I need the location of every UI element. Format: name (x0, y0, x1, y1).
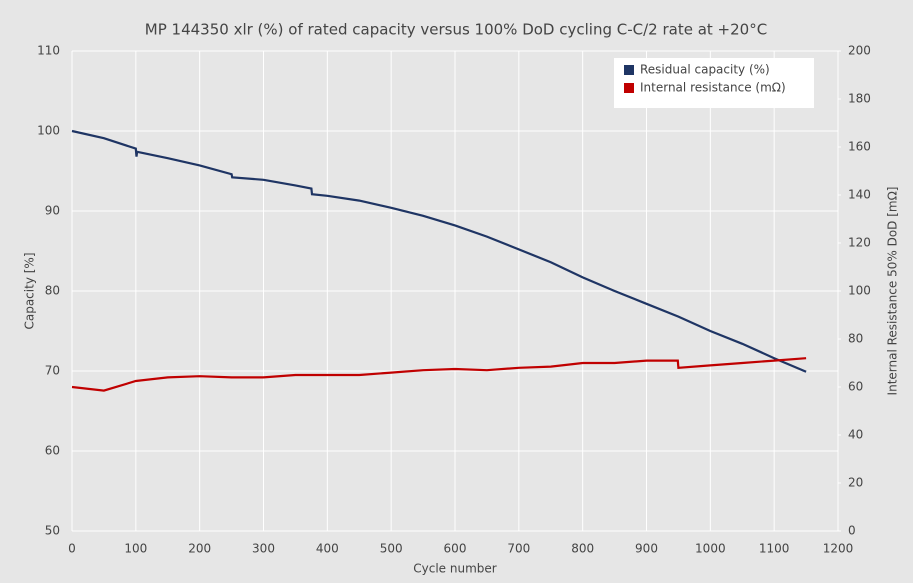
x-tick-label: 400 (316, 542, 339, 556)
y-tick-label: 80 (45, 284, 60, 298)
legend-label: Residual capacity (%) (640, 63, 770, 77)
x-tick-label: 700 (507, 542, 530, 556)
y-tick-label: 110 (37, 44, 60, 58)
legend-swatch (624, 83, 634, 93)
x-axis-label: Cycle number (413, 562, 497, 576)
x-tick-label: 800 (571, 542, 594, 556)
y-tick-label: 90 (45, 204, 60, 218)
y2-tick-label: 160 (848, 140, 871, 154)
y2-tick-label: 100 (848, 284, 871, 298)
chart-title: MP 144350 xlr (%) of rated capacity vers… (145, 21, 767, 39)
x-tick-label: 900 (635, 542, 658, 556)
y-tick-label: 60 (45, 444, 60, 458)
y-axis-label: Capacity [%] (23, 252, 37, 329)
legend-label: Internal resistance (mΩ) (640, 81, 786, 95)
legend-box (614, 58, 814, 108)
y2-tick-label: 200 (848, 44, 871, 58)
y2-tick-label: 140 (848, 188, 871, 202)
x-tick-label: 600 (444, 542, 467, 556)
y-tick-label: 50 (45, 524, 60, 538)
y2-tick-label: 40 (848, 428, 863, 442)
data-line (71, 357, 807, 392)
x-tick-label: 100 (124, 542, 147, 556)
x-tick-label: 1100 (759, 542, 790, 556)
y2-tick-label: 180 (848, 92, 871, 106)
x-tick-label: 1000 (695, 542, 726, 556)
y2-tick-label: 20 (848, 476, 863, 490)
legend-swatch (624, 65, 634, 75)
x-tick-label: 300 (252, 542, 275, 556)
y2-tick-label: 0 (848, 524, 856, 538)
x-tick-label: 1200 (823, 542, 854, 556)
y-tick-label: 100 (37, 124, 60, 138)
x-tick-label: 0 (68, 542, 76, 556)
y-tick-label: 70 (45, 364, 60, 378)
y2-tick-label: 60 (848, 380, 863, 394)
y2-tick-label: 80 (848, 332, 863, 346)
x-tick-label: 500 (380, 542, 403, 556)
y2-tick-label: 120 (848, 236, 871, 250)
y2-axis-label: Internal Resistance 50% DoD [mΩ] (886, 187, 900, 396)
data-line (71, 129, 807, 373)
x-tick-label: 200 (188, 542, 211, 556)
